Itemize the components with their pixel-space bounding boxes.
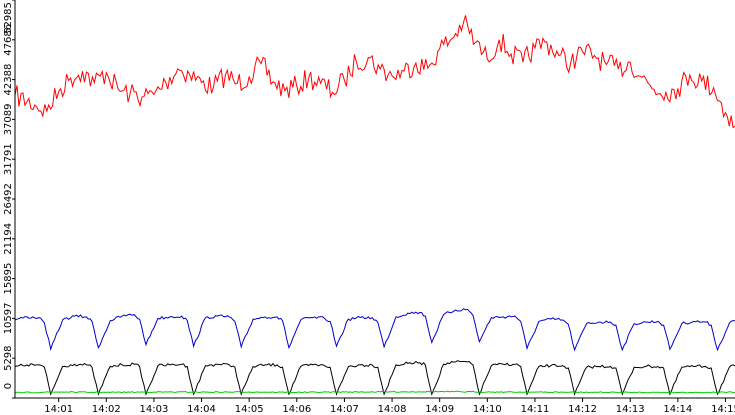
y-tick-label: 37089 — [3, 103, 14, 135]
y-tick-label: 15895 — [3, 263, 14, 295]
series-line-3 — [14, 360, 735, 397]
y-tick-label: 5298 — [3, 345, 14, 370]
y-tick-label: 0 — [3, 383, 14, 389]
x-tick-label: 14:14 — [663, 404, 692, 415]
series-line-4 — [14, 390, 735, 394]
x-tick-label: 14:15 — [711, 404, 735, 415]
y-tick-label: 42388 — [3, 64, 14, 96]
x-tick-label: 14:02 — [92, 404, 121, 415]
series-line-1 — [14, 15, 735, 129]
x-tick-label: 14:11 — [521, 404, 550, 415]
x-tick-label: 14:06 — [282, 404, 311, 415]
y-tick-label: 52985 — [3, 2, 14, 34]
x-tick-label: 14:13 — [616, 404, 645, 415]
x-tick-label: 14:10 — [473, 404, 502, 415]
x-tick-label: 14:07 — [330, 404, 359, 415]
x-tick-label: 14:09 — [425, 404, 454, 415]
x-tick-label: 14:01 — [44, 404, 73, 415]
y-tick-labels: 0 5298 10597 15895 21194 26492 31791 37089 42388… — [3, 0, 15, 399]
x-tick-label: 14:12 — [568, 404, 597, 415]
series-layer — [14, 15, 735, 397]
series-line-2 — [14, 308, 735, 352]
x-tick-label: 14:08 — [378, 404, 407, 415]
y-tick-label: 31791 — [3, 143, 14, 175]
x-tick-labels: 14:01 14:02 14:03 14:04 14:05 14:06 14:07 14:08… — [44, 398, 735, 415]
x-tick-label: 14:03 — [139, 404, 168, 415]
y-tick-label: 10597 — [3, 302, 14, 334]
y-tick-label: 47686 — [3, 24, 14, 56]
x-tick-label: 14:05 — [235, 404, 264, 415]
y-tick-label: 26492 — [3, 183, 14, 215]
x-tick-label: 14:04 — [187, 404, 216, 415]
y-tick-label: 21194 — [3, 223, 14, 255]
